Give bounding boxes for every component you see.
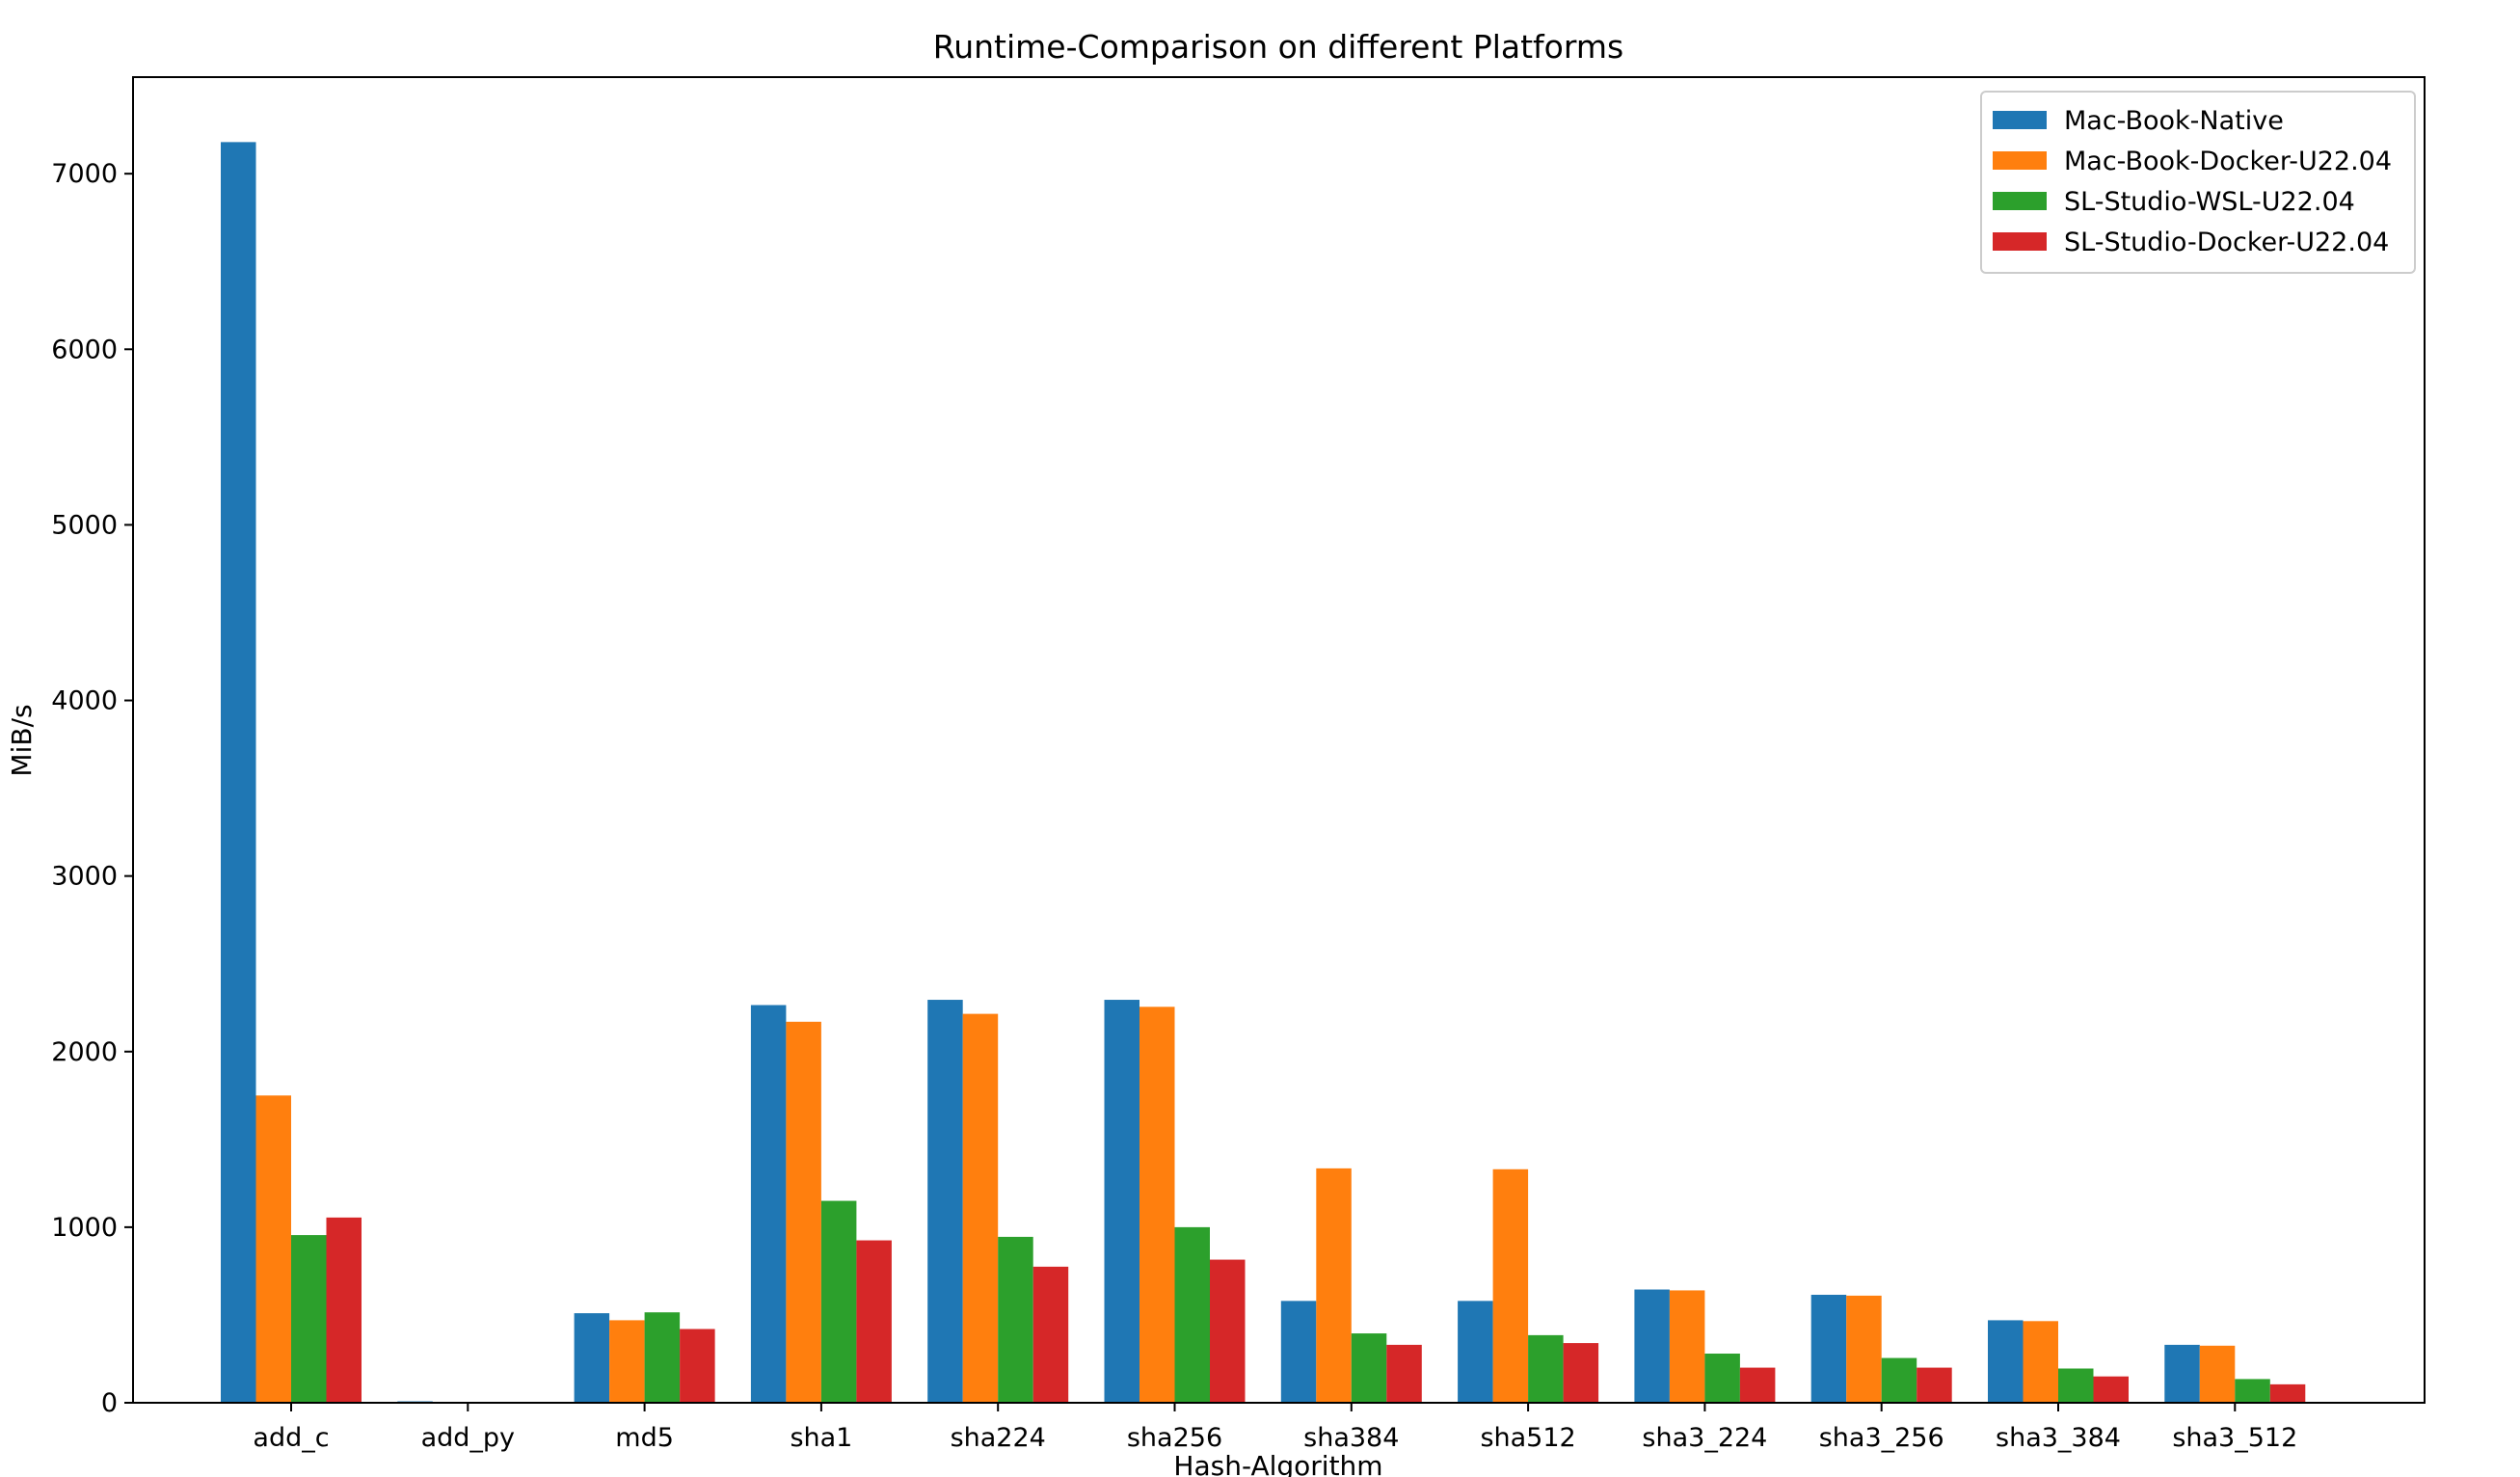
y-axis: 0 1000 2000 3000 4000 5000 6000 7000 — [51, 159, 133, 1418]
bar-sha3_512-Mac-Book-Native — [2164, 1344, 2200, 1403]
x-tick-label: sha3_512 — [2172, 1423, 2297, 1453]
bar-sha224-SL-Studio-WSL-U22.04 — [998, 1236, 1033, 1403]
x-tick-label: sha3_224 — [1642, 1423, 1767, 1453]
bar-sha1-Mac-Book-Native — [750, 1005, 787, 1403]
bar-sha256-SL-Studio-WSL-U22.04 — [1174, 1226, 1210, 1403]
y-tick-label: 4000 — [51, 686, 118, 716]
x-tick-label: sha384 — [1303, 1423, 1399, 1453]
y-tick-label: 1000 — [51, 1213, 118, 1243]
y-axis-label: MiB/s — [6, 704, 38, 776]
bar-sha3_512-SL-Studio-WSL-U22.04 — [2235, 1379, 2270, 1403]
bar-md5-SL-Studio-WSL-U22.04 — [644, 1312, 681, 1403]
legend-swatch — [1993, 111, 2047, 129]
bar-sha256-Mac-Book-Docker-U22.04 — [1139, 1007, 1175, 1403]
bar-sha384-Mac-Book-Native — [1280, 1301, 1317, 1403]
x-tick-label: sha1 — [790, 1423, 852, 1453]
legend-swatch — [1993, 192, 2047, 210]
y-tick-label: 7000 — [51, 159, 118, 189]
bar-sha3_224-SL-Studio-WSL-U22.04 — [1704, 1354, 1740, 1403]
bar-sha256-SL-Studio-Docker-U22.04 — [1210, 1259, 1246, 1403]
x-axis-label: Hash-Algorithm — [1173, 1450, 1382, 1477]
legend-box — [1980, 91, 2416, 274]
bar-sha3_224-Mac-Book-Native — [1634, 1289, 1670, 1403]
bar-sha3_224-SL-Studio-Docker-U22.04 — [1739, 1367, 1776, 1403]
bar-sha3_256-SL-Studio-Docker-U22.04 — [1917, 1367, 1952, 1403]
bar-add_c-Mac-Book-Docker-U22.04 — [255, 1095, 291, 1403]
bars-layer — [221, 142, 2306, 1403]
bar-sha3_512-SL-Studio-Docker-U22.04 — [2269, 1383, 2306, 1403]
bar-sha3_224-Mac-Book-Docker-U22.04 — [1669, 1290, 1705, 1403]
legend-swatch — [1993, 232, 2047, 251]
bar-md5-SL-Studio-Docker-U22.04 — [680, 1329, 715, 1403]
legend: Mac-Book-Native Mac-Book-Docker-U22.04 SL-… — [1980, 91, 2416, 274]
legend-entry-label: SL-Studio-WSL-U22.04 — [2064, 187, 2355, 217]
bar-sha3_384-SL-Studio-Docker-U22.04 — [2093, 1376, 2129, 1403]
bar-sha3_256-Mac-Book-Docker-U22.04 — [1846, 1295, 1882, 1403]
x-tick-label: sha3_256 — [1819, 1423, 1944, 1453]
bar-sha1-Mac-Book-Docker-U22.04 — [786, 1021, 821, 1403]
bar-sha384-SL-Studio-Docker-U22.04 — [1386, 1344, 1422, 1403]
bar-sha3_384-Mac-Book-Native — [1988, 1320, 2024, 1403]
bar-md5-Mac-Book-Native — [574, 1313, 610, 1403]
bar-add_c-SL-Studio-WSL-U22.04 — [291, 1235, 327, 1403]
y-tick-label: 2000 — [51, 1037, 118, 1067]
plot-frame — [132, 76, 2426, 1404]
bar-sha1-SL-Studio-Docker-U22.04 — [856, 1240, 892, 1403]
x-tick-label: add_py — [421, 1423, 515, 1453]
y-tick-label: 0 — [101, 1388, 118, 1418]
y-tick-label: 3000 — [51, 862, 118, 892]
legend-entry-label: Mac-Book-Native — [2064, 106, 2284, 136]
bar-sha224-Mac-Book-Native — [927, 1000, 963, 1403]
bar-sha3_384-SL-Studio-WSL-U22.04 — [2058, 1368, 2094, 1403]
bar-sha256-Mac-Book-Native — [1104, 1000, 1139, 1403]
bar-add_c-SL-Studio-Docker-U22.04 — [326, 1217, 362, 1403]
bar-sha512-SL-Studio-WSL-U22.04 — [1528, 1334, 1564, 1403]
x-tick-label: add_c — [253, 1423, 329, 1453]
bar-sha512-SL-Studio-Docker-U22.04 — [1563, 1343, 1599, 1403]
bar-sha224-Mac-Book-Docker-U22.04 — [962, 1013, 999, 1403]
y-tick-label: 6000 — [51, 335, 118, 364]
x-tick-label: sha3_384 — [1996, 1423, 2121, 1453]
legend-entry-label: Mac-Book-Docker-U22.04 — [2064, 147, 2392, 176]
bar-sha3_512-Mac-Book-Docker-U22.04 — [2199, 1345, 2236, 1403]
bar-sha1-SL-Studio-WSL-U22.04 — [820, 1200, 857, 1403]
bar-sha3_256-Mac-Book-Native — [1810, 1295, 1847, 1403]
legend-swatch — [1993, 151, 2047, 170]
bar-sha384-Mac-Book-Docker-U22.04 — [1316, 1168, 1352, 1403]
bar-sha512-Mac-Book-Docker-U22.04 — [1492, 1168, 1529, 1403]
x-tick-label: sha512 — [1480, 1423, 1575, 1453]
x-axis: add_c add_py md5 sha1 sha224 sha256 sha384 sha5… — [253, 1403, 2297, 1453]
y-tick-label: 5000 — [51, 510, 118, 540]
x-tick-label: sha256 — [1127, 1423, 1222, 1453]
bar-sha512-Mac-Book-Native — [1458, 1301, 1493, 1403]
bar-add_c-Mac-Book-Native — [221, 142, 256, 1403]
bar-sha3_256-SL-Studio-WSL-U22.04 — [1881, 1357, 1917, 1403]
x-tick-label: md5 — [615, 1423, 674, 1453]
x-tick-label: sha224 — [951, 1423, 1046, 1453]
legend-entry-label: SL-Studio-Docker-U22.04 — [2064, 228, 2389, 257]
bar-sha3_384-Mac-Book-Docker-U22.04 — [2023, 1321, 2058, 1403]
bar-sha384-SL-Studio-WSL-U22.04 — [1351, 1333, 1387, 1403]
bar-sha224-SL-Studio-Docker-U22.04 — [1032, 1266, 1069, 1403]
chart-title: Runtime-Comparison on different Platform… — [933, 28, 1623, 66]
bar-md5-Mac-Book-Docker-U22.04 — [609, 1320, 645, 1403]
